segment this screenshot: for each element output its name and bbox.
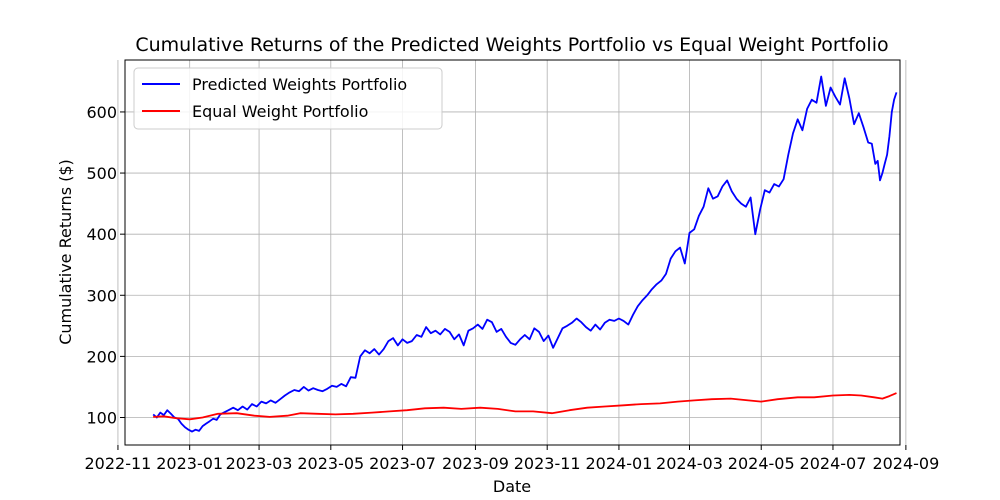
y-axis-ticks: 100 200 300 400 500 600 — [86, 103, 125, 428]
y-tick-label: 300 — [86, 286, 117, 305]
x-tick-label: 2024-07 — [800, 454, 867, 473]
x-tick-label: 2024-09 — [872, 454, 939, 473]
series-line-predicted — [152, 75, 898, 433]
x-tick-label: 2024-05 — [728, 454, 795, 473]
x-tick-label: 2023-05 — [297, 454, 364, 473]
chart-title: Cumulative Returns of the Predicted Weig… — [135, 34, 888, 56]
legend: Predicted Weights Portfolio Equal Weight… — [133, 67, 443, 130]
x-tick-label: 2024-03 — [656, 454, 723, 473]
x-tick-label: 2024-01 — [586, 454, 653, 473]
plot-frame — [124, 59, 901, 446]
legend-box — [133, 67, 443, 130]
y-tick-label: 200 — [86, 347, 117, 366]
x-tick-label: 2023-07 — [369, 454, 436, 473]
series-line-equal — [153, 392, 897, 421]
series-layer — [152, 75, 898, 433]
y-axis-label: Cumulative Returns ($) — [56, 159, 75, 345]
x-tick-label: 2023-03 — [226, 454, 293, 473]
x-axis-ticks: 2022-11 2023-01 2023-03 2023-05 2023-07 2023-… — [85, 445, 939, 473]
x-tick-label: 2023-01 — [156, 454, 223, 473]
y-tick-label: 100 — [86, 409, 117, 428]
x-tick-label: 2023-11 — [514, 454, 581, 473]
y-tick-label: 600 — [86, 103, 117, 122]
x-tick-label: 2022-11 — [85, 454, 152, 473]
legend-label-predicted: Predicted Weights Portfolio — [192, 75, 407, 94]
x-axis-label: Date — [493, 477, 531, 496]
y-tick-label: 400 — [86, 225, 117, 244]
y-tick-label: 500 — [86, 164, 117, 183]
x-tick-label: 2023-09 — [442, 454, 509, 473]
legend-label-equal: Equal Weight Portfolio — [192, 102, 368, 121]
